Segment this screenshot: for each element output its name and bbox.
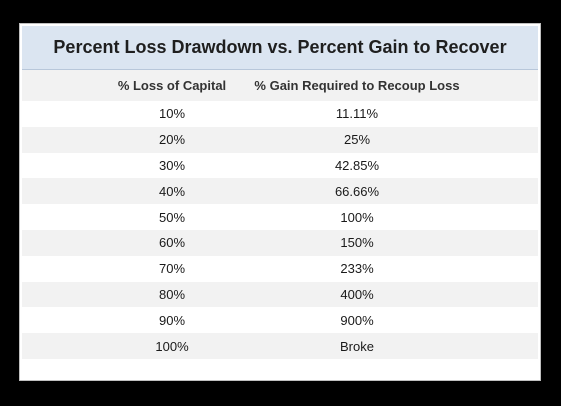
table-row: 20% 25% [22,126,538,153]
table-row: 100% Broke [22,333,538,359]
table-body: 10% 11.11% 20% 25% 30% 42.85% 40% 66.66% 50% 100%… [22,101,538,359]
data-table: % Loss of Capital % Gain Required to Rec… [22,70,538,359]
loss-cell: 30% [158,157,186,173]
loss-cell: 10% [158,106,186,122]
table-row: 90% 900% [22,307,538,333]
table-row: 60% 150% [22,229,538,256]
loss-cell: 70% [158,261,186,277]
loss-cell: 40% [158,183,186,199]
gain-cell: 100% [340,209,374,225]
loss-cell: 100% [155,338,189,354]
table-row: 30% 42.85% [22,153,538,179]
loss-cell: 50% [158,209,186,225]
table-row: 40% 66.66% [22,178,538,205]
table-row: 80% 400% [22,281,538,308]
column-header-gain: % Gain Required to Recoup Loss [254,78,460,93]
table-row: 10% 11.11% [22,101,538,127]
gain-cell: 400% [340,286,374,302]
table-row: 50% 100% [22,204,538,230]
gain-cell: 233% [340,261,374,277]
table-title: Percent Loss Drawdown vs. Percent Gain t… [53,37,507,57]
gain-cell: Broke [340,338,374,354]
gain-cell: 66.66% [334,183,380,199]
loss-cell: 20% [158,132,186,148]
gain-cell: 11.11% [335,106,379,122]
gain-cell: 25% [343,132,371,148]
gain-cell: 42.85% [334,157,380,173]
title-bar: Percent Loss Drawdown vs. Percent Gain t… [22,26,538,70]
table-header-row: % Loss of Capital % Gain Required to Rec… [22,70,538,101]
table-row: 70% 233% [22,256,538,282]
table-frame: Percent Loss Drawdown vs. Percent Gain t… [19,23,541,381]
loss-cell: 90% [158,312,186,328]
column-header-loss: % Loss of Capital [117,78,227,93]
gain-cell: 150% [340,235,374,251]
gain-cell: 900% [340,312,374,328]
loss-cell: 60% [158,235,186,251]
loss-cell: 80% [158,286,186,302]
